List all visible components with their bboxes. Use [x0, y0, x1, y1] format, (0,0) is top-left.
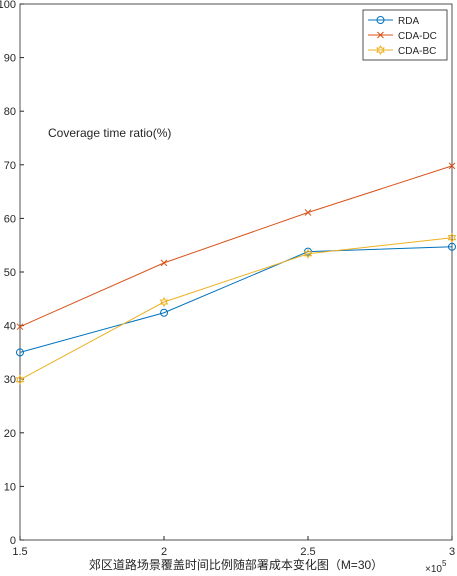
- marker: [448, 162, 456, 170]
- marker: [160, 308, 168, 317]
- series-line: [19, 237, 453, 381]
- series-line: [19, 246, 453, 353]
- marker: [159, 296, 169, 308]
- x-tick-label: 1.5: [12, 546, 27, 558]
- marker: [303, 248, 313, 259]
- legend-label: CDA-BC: [398, 46, 436, 57]
- y-tick-label: 90: [4, 53, 16, 65]
- y-tick-label: 30: [4, 374, 16, 386]
- x-tick-label: 2.5: [300, 546, 315, 558]
- y-tick-label: 40: [4, 321, 16, 333]
- marker: [15, 374, 25, 385]
- marker: [447, 232, 457, 243]
- y-tick-label: 80: [4, 106, 16, 118]
- y-tick-label: 50: [4, 267, 16, 279]
- y-tick-label: 10: [4, 481, 16, 493]
- y-tick-label: 100: [0, 0, 16, 11]
- legend: RDA CDA-DC CDA-BC: [362, 9, 448, 61]
- x-multiplier-exponent: 5: [442, 559, 447, 568]
- marker: [16, 348, 24, 357]
- x-tick-label: 3: [449, 546, 455, 558]
- y-tick-label: 0: [10, 535, 16, 547]
- y-tick-label: 60: [4, 213, 16, 225]
- legend-label: RDA: [398, 16, 419, 27]
- y-tick-label: 70: [4, 160, 16, 172]
- y-tick-label: 20: [4, 428, 16, 440]
- series-line: [19, 165, 453, 328]
- plot-area: [19, 3, 453, 541]
- legend-label: CDA-DC: [398, 31, 437, 42]
- x-multiplier: ×10: [425, 564, 442, 575]
- marker: [448, 242, 456, 251]
- marker: [376, 16, 385, 24]
- marker: [16, 323, 24, 331]
- marker: [160, 259, 168, 267]
- y-axis-label: Coverage time ratio(%): [48, 126, 171, 140]
- marker: [377, 31, 384, 39]
- marker: [376, 44, 385, 56]
- x-axis-label: 郊区道路场景覆盖时间比例随部署成本变化图（M=30）: [89, 557, 383, 572]
- x-tick-label: 2: [161, 546, 167, 558]
- marker: [304, 209, 312, 216]
